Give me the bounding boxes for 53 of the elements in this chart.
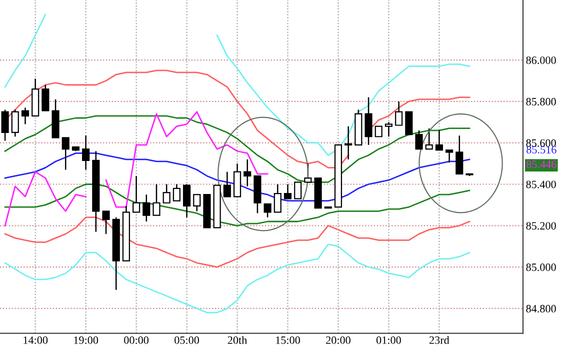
line-series [4,216,470,268]
candlestick [142,194,150,222]
candlestick [172,184,180,202]
y-tick-label: 85.800 [526,98,556,106]
candlestick [62,137,70,170]
x-tick-label: 14:00 [24,336,48,344]
x-tick-label: 05:00 [174,336,200,344]
candlestick [1,109,9,142]
candlestick [456,134,464,175]
candlestick [11,109,19,138]
candlestick [193,194,201,212]
x-tick-label: 15:00 [276,336,300,344]
candlestick [264,203,272,218]
candlestick [102,210,110,235]
candlestick [244,158,252,187]
candlestick [344,126,352,160]
candlestick [21,107,30,125]
candlestick [274,184,282,213]
x-tick-label: 19:00 [74,336,98,344]
text: 85.516 [526,146,556,154]
x-tick-label: 20th [228,336,247,344]
candlestick [395,100,403,126]
candlestick [223,171,231,198]
candlestick [425,128,433,150]
candlestick [42,84,50,112]
text: 85.446 [526,160,556,168]
y-tick-label: 84.800 [526,304,556,312]
candlestick [152,184,160,216]
candlestick [415,130,423,150]
x-tick-label: 01:00 [376,336,401,344]
candlestick [384,122,392,138]
y-tick-label: 85.400 [526,180,556,188]
candlestick [435,130,443,151]
candlestick [446,149,454,164]
candlestick [294,182,302,200]
candlestick [132,175,140,213]
y-tick-label: 85.000 [526,264,556,272]
y-tick-label: 85.200 [526,222,556,230]
x-tick-label: 00:00 [124,336,149,344]
candlestick [374,126,382,138]
candlestick [162,184,170,204]
x-tick-label: 20:00 [326,336,350,344]
x-tick-label: 23rd [430,336,450,344]
candlestick [183,184,191,218]
y-tick-label: 86.000 [526,56,556,64]
y-tick-label: 85.600 [526,139,556,147]
line-series [4,244,470,314]
candlestick [364,96,372,146]
line-series [4,115,470,183]
candlestick [405,111,413,136]
candlestick [284,184,292,200]
candlestick [82,134,90,170]
line-series [4,184,470,226]
